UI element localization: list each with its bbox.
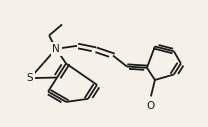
Text: N: N: [52, 44, 60, 54]
Text: S: S: [27, 73, 33, 83]
Text: O: O: [147, 101, 155, 111]
